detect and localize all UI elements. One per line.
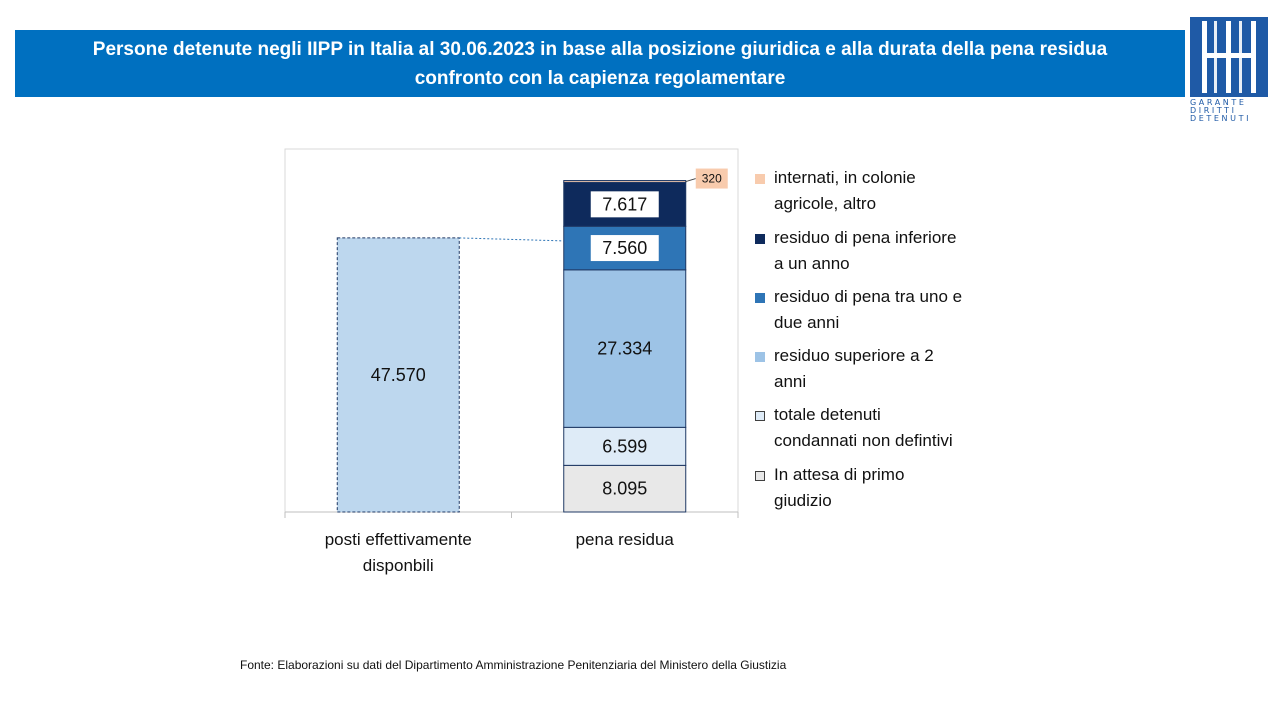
bar-segment xyxy=(563,464,687,513)
data-label-box xyxy=(695,168,728,189)
legend-label: internati, in colonie agricole, altro xyxy=(774,168,916,213)
bar-segment xyxy=(563,426,687,466)
legend-item-inferiore-anno: residuo di pena inferiore a un anno xyxy=(755,225,1005,277)
data-label: 320 xyxy=(702,172,722,186)
data-label-box xyxy=(590,235,659,262)
bar-segment xyxy=(563,180,687,183)
x-tick-label: pena residua xyxy=(576,530,675,549)
bar-segment xyxy=(336,237,460,513)
logo-text-line1: GARANTE xyxy=(1190,98,1247,107)
chart-title-banner: Persone detenute negli IIPP in Italia al… xyxy=(15,30,1185,97)
legend-label: residuo di pena inferiore a un anno xyxy=(774,228,957,273)
chart-subtitle: confronto con la capienza regolamentare xyxy=(414,67,786,89)
legend-label: residuo di pena tra uno e due anni xyxy=(774,287,963,332)
legend-swatch xyxy=(755,471,765,481)
legend-label: totale detenuti condannati non defintivi xyxy=(774,405,953,450)
data-label: 7.617 xyxy=(602,194,647,214)
legend-item-in-attesa: In attesa di primo giudizio xyxy=(755,462,1005,514)
source-note: Fonte: Elaborazioni su dati del Dipartim… xyxy=(240,658,787,672)
data-label: 8.095 xyxy=(602,479,647,499)
garante-logo-mark xyxy=(1190,17,1268,97)
data-label-leader xyxy=(685,178,696,183)
garante-logo: GARANTE DIRITTI DETENUTI xyxy=(1190,17,1268,125)
chart-title: Persone detenute negli IIPP in Italia al… xyxy=(92,38,1108,60)
legend-item-internati: internati, in colonie agricole, altro xyxy=(755,165,1005,217)
x-tick-label: posti effettivamente disponbili xyxy=(325,530,472,575)
legend-swatch xyxy=(755,411,765,421)
logo-text-line2: DIRITTI xyxy=(1190,106,1237,115)
legend-item-uno-due-anni: residuo di pena tra uno e due anni xyxy=(755,284,1005,336)
data-label: 6.599 xyxy=(602,436,647,456)
legend-swatch xyxy=(755,352,765,362)
logo-text-line3: DETENUTI xyxy=(1190,114,1252,123)
legend-swatch xyxy=(755,174,765,184)
data-label: 27.334 xyxy=(597,339,652,359)
series-connector-line xyxy=(459,237,564,242)
data-label: 7.560 xyxy=(602,238,647,258)
legend-item-non-definitivi: totale detenuti condannati non defintivi xyxy=(755,402,1005,454)
legend-label: In attesa di primo giudizio xyxy=(774,465,905,510)
legend-label: residuo superiore a 2 anni xyxy=(774,346,934,391)
data-label: 47.570 xyxy=(371,365,426,385)
legend-swatch xyxy=(755,293,765,303)
data-label-box xyxy=(590,191,659,218)
bar-segment xyxy=(563,269,687,428)
legend-item-superiore-2-anni: residuo superiore a 2 anni xyxy=(755,343,1005,395)
legend-swatch xyxy=(755,234,765,244)
